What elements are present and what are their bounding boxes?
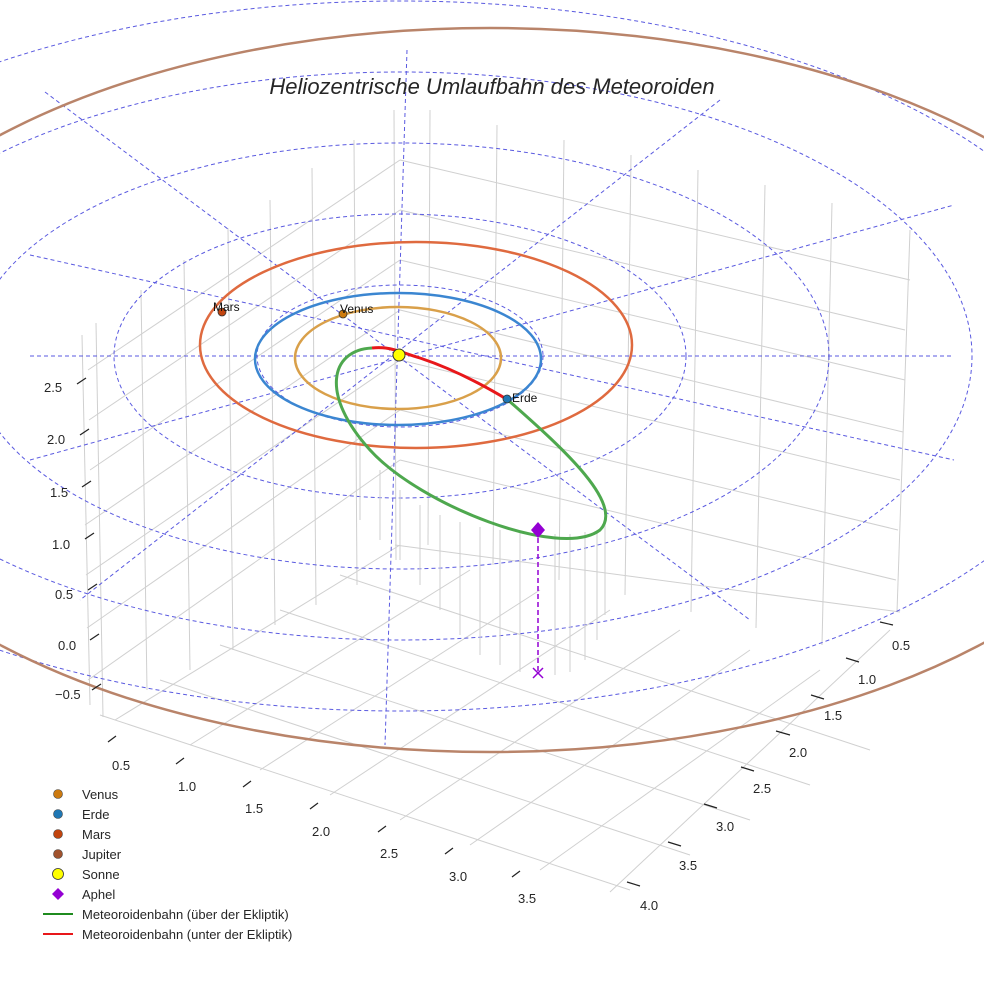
mars-orbit <box>198 240 634 450</box>
jupiter-dot-icon <box>53 849 63 859</box>
svg-text:1.0: 1.0 <box>52 537 70 552</box>
legend-item-sonne: Sonne <box>38 864 292 884</box>
svg-text:2.0: 2.0 <box>789 745 807 760</box>
svg-text:2.0: 2.0 <box>47 432 65 447</box>
jupiter-orbit <box>0 26 984 754</box>
svg-text:1.5: 1.5 <box>824 708 842 723</box>
legend-item-erde: Erde <box>38 804 292 824</box>
svg-text:0.5: 0.5 <box>112 758 130 773</box>
x-axis-labels: 0.5 1.0 1.5 2.0 2.5 3.0 3.5 <box>112 758 536 906</box>
y-axis-labels: 0.5 1.0 1.5 2.0 2.5 3.0 3.5 4.0 <box>640 638 910 913</box>
earth-dot-icon <box>53 809 63 819</box>
svg-text:3.0: 3.0 <box>449 869 467 884</box>
legend-item-orbit-below: Meteoroidenbahn (unter der Ekliptik) <box>38 924 292 944</box>
svg-text:1.5: 1.5 <box>245 801 263 816</box>
legend-label: Meteoroidenbahn (über der Ekliptik) <box>82 906 289 922</box>
svg-text:1.5: 1.5 <box>50 485 68 500</box>
mars-marker <box>217 307 227 317</box>
y-axis <box>626 621 894 887</box>
x-axis <box>107 735 521 878</box>
legend-item-mars: Mars <box>38 824 292 844</box>
venus-dot-icon <box>53 789 63 799</box>
svg-text:0.0: 0.0 <box>58 638 76 653</box>
legend-item-orbit-above: Meteoroidenbahn (über der Ekliptik) <box>38 904 292 924</box>
earth-orbit <box>253 291 543 427</box>
sun-marker <box>392 348 406 362</box>
aphel-projection-marker <box>532 667 544 679</box>
mars-dot-icon <box>53 829 63 839</box>
legend-item-aphel: Aphel <box>38 884 292 904</box>
svg-text:2.5: 2.5 <box>44 380 62 395</box>
earth-marker <box>502 394 512 404</box>
aphel-marker <box>531 522 545 538</box>
diamond-icon <box>52 888 64 900</box>
venus-marker <box>338 309 348 319</box>
reference-rings <box>0 0 984 746</box>
legend-label: Erde <box>82 806 110 822</box>
green-line-icon <box>43 913 73 915</box>
legend-label: Jupiter <box>82 846 122 862</box>
meteoroid-orbit-above <box>334 346 608 540</box>
axes-grid <box>81 109 911 893</box>
svg-text:0.5: 0.5 <box>55 587 73 602</box>
mars-label: Mars <box>213 300 240 314</box>
svg-text:1.0: 1.0 <box>858 672 876 687</box>
legend-label: Venus <box>82 786 119 802</box>
z-axis <box>76 377 102 691</box>
projection-lines <box>359 440 606 675</box>
svg-text:3.5: 3.5 <box>679 858 697 873</box>
legend-label: Meteoroidenbahn (unter der Ekliptik) <box>82 926 293 942</box>
earth-label: Erde <box>512 391 538 405</box>
svg-text:1.0: 1.0 <box>178 779 196 794</box>
legend-item-jupiter: Jupiter <box>38 844 292 864</box>
svg-text:3.5: 3.5 <box>518 891 536 906</box>
sun-icon <box>52 868 64 880</box>
legend-label: Sonne <box>82 866 120 882</box>
red-line-icon <box>43 933 73 935</box>
legend-label: Mars <box>82 826 111 842</box>
svg-text:4.0: 4.0 <box>640 898 658 913</box>
svg-text:2.0: 2.0 <box>312 824 330 839</box>
legend: Venus Erde Mars Jupiter Sonne Aphel Mete… <box>38 784 292 944</box>
z-axis-labels: 2.5 2.0 1.5 1.0 0.5 0.0 −0.5 <box>44 380 81 702</box>
meteoroid-orbit-below <box>371 346 509 402</box>
svg-text:3.0: 3.0 <box>716 819 734 834</box>
venus-orbit <box>293 305 503 411</box>
svg-text:−0.5: −0.5 <box>55 687 81 702</box>
legend-item-venus: Venus <box>38 784 292 804</box>
svg-text:0.5: 0.5 <box>892 638 910 653</box>
svg-text:2.5: 2.5 <box>753 781 771 796</box>
legend-label: Aphel <box>82 886 116 902</box>
svg-text:2.5: 2.5 <box>380 846 398 861</box>
chart-title: Heliozentrische Umlaufbahn des Meteoroid… <box>269 74 715 99</box>
venus-label: Venus <box>340 302 373 316</box>
